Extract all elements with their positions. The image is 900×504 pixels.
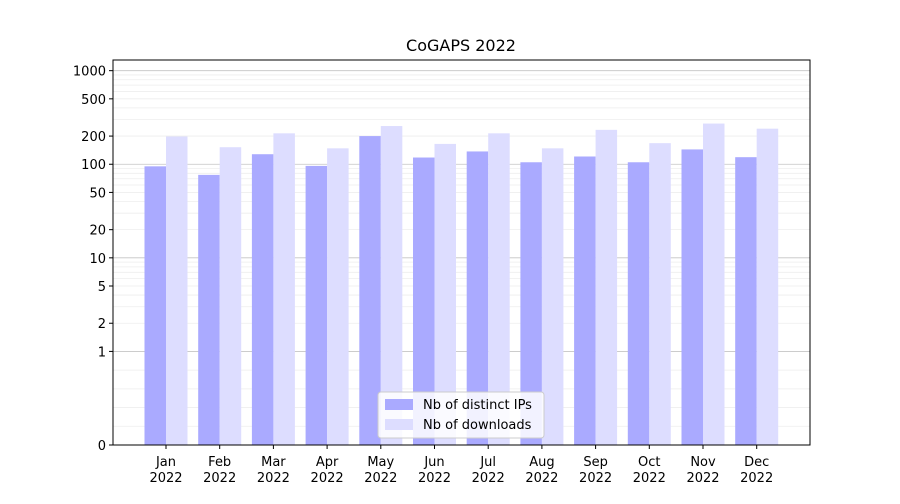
bar-downloads: [380, 126, 403, 446]
legend-label: Nb of distinct IPs: [423, 398, 532, 413]
x-tick-label-year: 2022: [311, 471, 344, 486]
x-tick-label-year: 2022: [203, 471, 236, 486]
bar-downloads: [541, 148, 564, 446]
x-tick-label: Mar: [261, 455, 286, 470]
bar-downloads: [219, 147, 242, 445]
y-tick-label: 1000: [73, 65, 106, 80]
x-tick-label: Nov: [690, 455, 716, 470]
bar-downloads: [166, 136, 188, 445]
y-tick-label: 20: [89, 224, 106, 239]
y-axis: 0 1 2 5 10 20 50 100 200 500 1000: [73, 65, 113, 454]
bar-distinct-ips: [466, 151, 489, 446]
x-tick-label: Sep: [583, 455, 608, 470]
bar-distinct-ips: [413, 157, 435, 445]
x-tick-label: Apr: [316, 455, 339, 470]
x-tick-label-year: 2022: [472, 471, 505, 486]
y-tick-label: 100: [81, 158, 106, 173]
plot-frame: [112, 59, 811, 446]
bar-downloads: [273, 133, 295, 445]
bar-distinct-ips: [735, 157, 757, 445]
x-tick-label: Jul: [479, 455, 496, 470]
legend-swatch: [385, 399, 413, 410]
bar-distinct-ips: [627, 162, 650, 446]
x-tick-label-year: 2022: [418, 471, 451, 486]
y-tick-label: 10: [89, 252, 106, 267]
x-tick-label-year: 2022: [740, 471, 773, 486]
x-tick-label: May: [367, 455, 394, 470]
x-tick-label-year: 2022: [364, 471, 397, 486]
bar-downloads: [327, 148, 349, 446]
y-tick-label: 5: [98, 280, 106, 295]
x-tick-label: Dec: [744, 455, 769, 470]
bar-distinct-ips: [251, 154, 274, 446]
x-tick-label: Aug: [529, 455, 554, 470]
x-tick-label: Jun: [423, 455, 444, 470]
legend-swatch: [385, 419, 413, 430]
bar-downloads: [756, 128, 779, 445]
bar-downloads: [649, 143, 671, 445]
bar-distinct-ips: [144, 166, 166, 445]
bar-distinct-ips: [520, 162, 542, 446]
y-tick-label: 200: [81, 130, 106, 145]
x-tick-label: Jan: [155, 455, 176, 470]
x-tick-label-year: 2022: [257, 471, 290, 486]
y-tick-label: 50: [89, 186, 106, 201]
x-tick-label-year: 2022: [633, 471, 666, 486]
bars: [144, 123, 779, 446]
bar-downloads: [595, 129, 618, 445]
y-tick-label: 1: [98, 345, 106, 360]
bar-distinct-ips: [359, 136, 381, 446]
x-tick-label: Feb: [208, 455, 231, 470]
legend: Nb of distinct IPs Nb of downloads: [377, 391, 545, 439]
chart-title: CoGAPS 2022: [406, 36, 516, 55]
bar-downloads: [434, 143, 456, 445]
bar-downloads: [703, 123, 725, 445]
legend-box: [377, 391, 545, 439]
x-axis: Jan2022Feb2022Mar2022Apr2022May2022Jun20…: [149, 445, 773, 486]
bar-distinct-ips: [305, 165, 328, 445]
legend-label: Nb of downloads: [423, 418, 532, 433]
x-tick-label-year: 2022: [579, 471, 612, 486]
x-tick-label-year: 2022: [149, 471, 182, 486]
bar-distinct-ips: [681, 149, 703, 445]
bar-downloads: [488, 133, 510, 445]
x-tick-label-year: 2022: [686, 471, 719, 486]
x-tick-label-year: 2022: [525, 471, 558, 486]
y-tick-label: 0: [98, 439, 106, 454]
y-tick-label: 500: [81, 93, 106, 108]
bar-distinct-ips: [198, 174, 220, 445]
x-tick-label: Oct: [638, 455, 660, 470]
bar-distinct-ips: [574, 156, 596, 446]
y-tick-label: 2: [98, 317, 106, 332]
